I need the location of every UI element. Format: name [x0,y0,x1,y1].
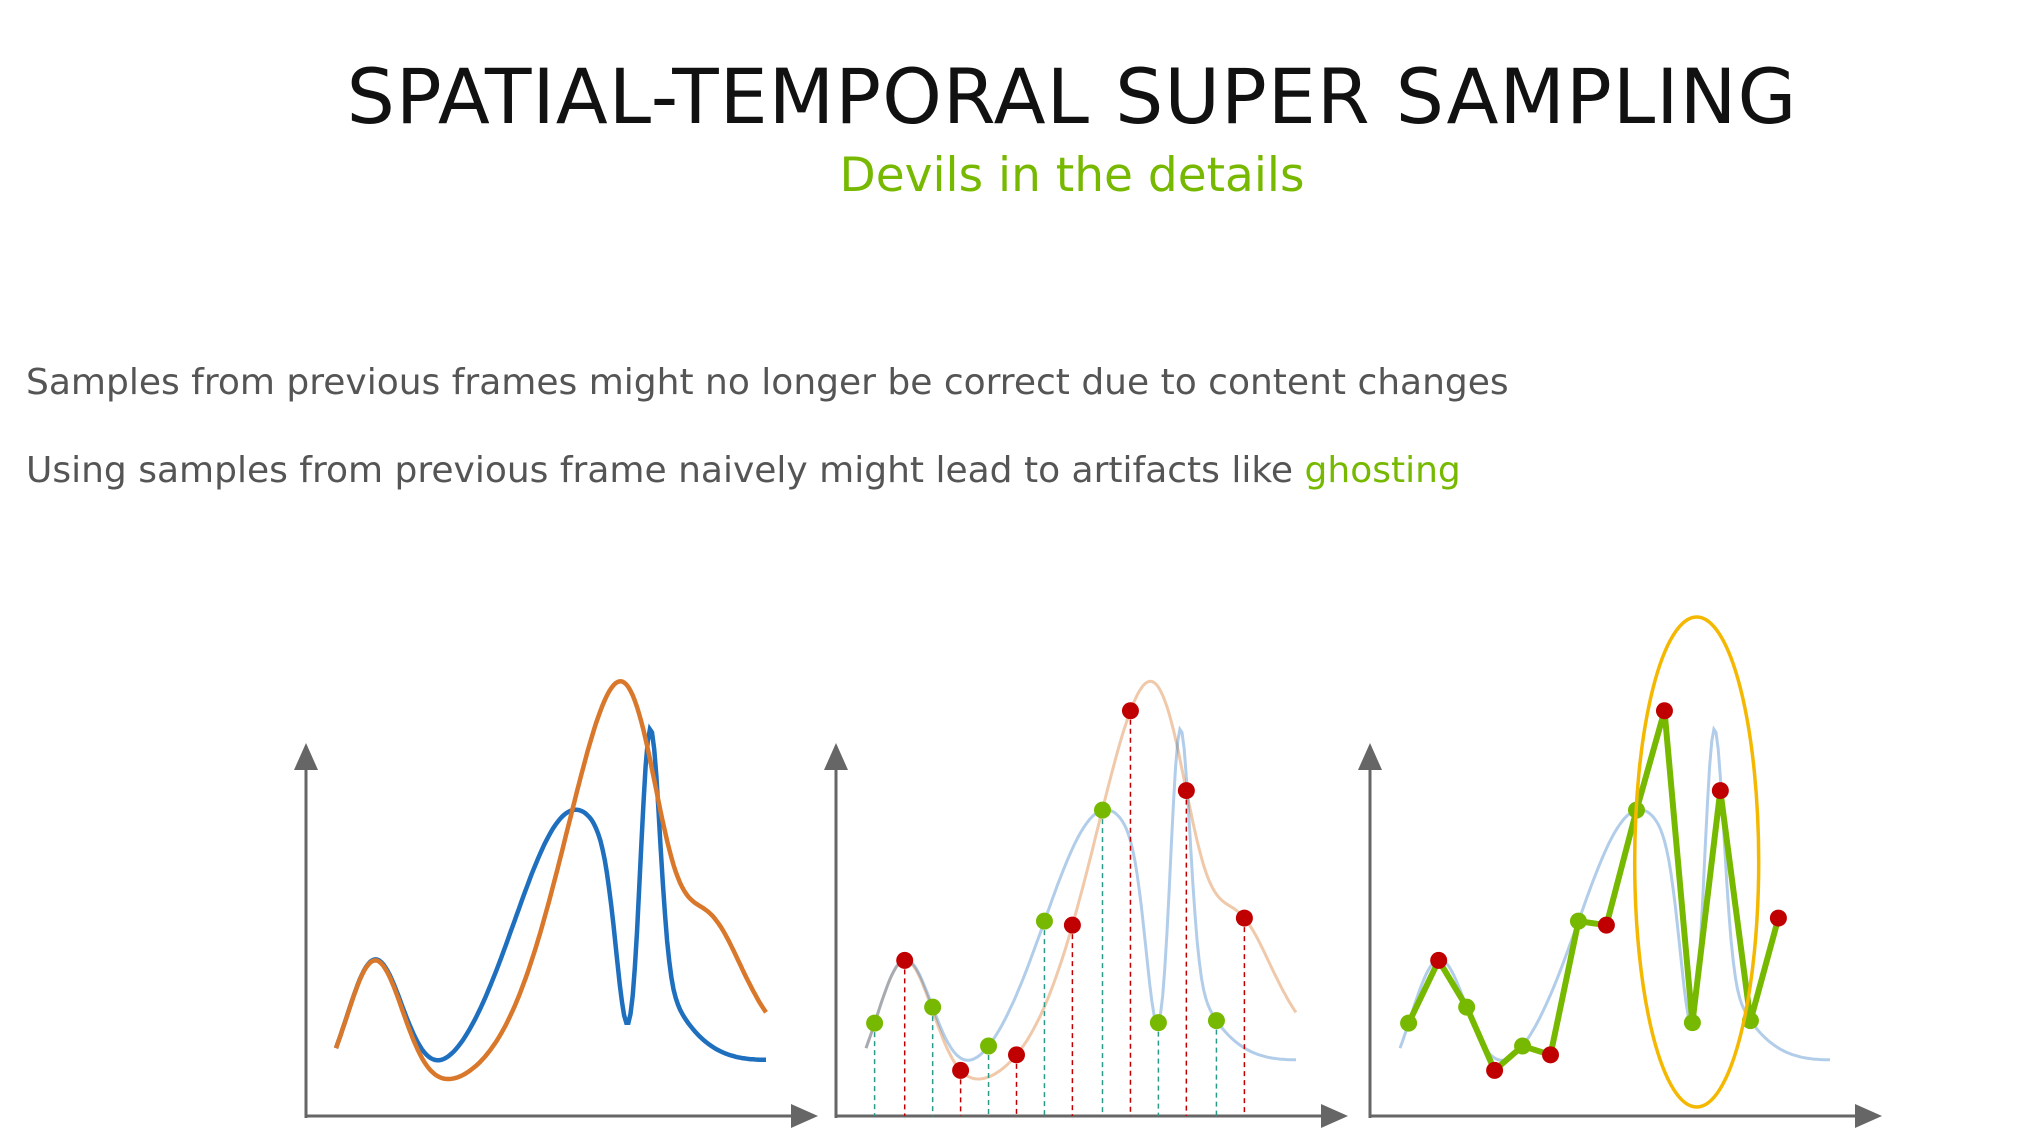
previous-frame-sample [1711,782,1729,800]
bullet-ghosting: Using samples from previous frame naivel… [26,450,1461,491]
previous-frame-sample [1430,951,1448,969]
previous-frame-curve-faint [864,679,1298,1081]
previous-frame-sample [1008,1046,1025,1064]
current-frame-sample [924,998,942,1016]
ghosting-highlight: ghosting [1304,450,1461,491]
reconstructed-signal [1405,707,1782,1074]
current-frame-sample [1400,1014,1418,1032]
current-frame-sample [1514,1037,1532,1055]
previous-frame-sample [1121,702,1139,720]
current-frame-sample [980,1037,998,1055]
bullet-ghosting-text: Using samples from previous frame naivel… [26,450,1305,491]
slide-title: SPATIAL-TEMPORAL SUPER SAMPLING [346,52,1798,141]
current-frame-sample [866,1014,884,1032]
previous-frame-sample [1177,782,1195,800]
previous-frame-sample [1769,909,1787,927]
previous-frame-curve [333,679,768,1082]
current-frame-sample [1149,1014,1167,1032]
current-frame-sample [1035,912,1053,930]
previous-frame-sample [1486,1061,1504,1079]
previous-frame-sample [1542,1046,1559,1064]
current-frame-sample [1207,1012,1225,1030]
current-frame-sample [1683,1014,1701,1032]
previous-frame-sample [952,1061,970,1079]
bullet-content-changes: Samples from previous frames might no lo… [26,362,1509,403]
current-frame-sample [1458,998,1476,1016]
previous-frame-sample [1597,916,1615,934]
slide-subtitle: Devils in the details [839,148,1305,203]
current-frame-sample [1569,912,1587,930]
previous-frame-sample [1063,916,1081,934]
previous-frame-sample [896,951,914,969]
ghosting-highlight-ellipse [1632,615,1761,1109]
current-frame-sample [1094,801,1111,819]
previous-frame-sample [1235,909,1253,927]
current-frame-curve-faint [864,725,1296,1062]
previous-frame-sample [1655,702,1673,720]
